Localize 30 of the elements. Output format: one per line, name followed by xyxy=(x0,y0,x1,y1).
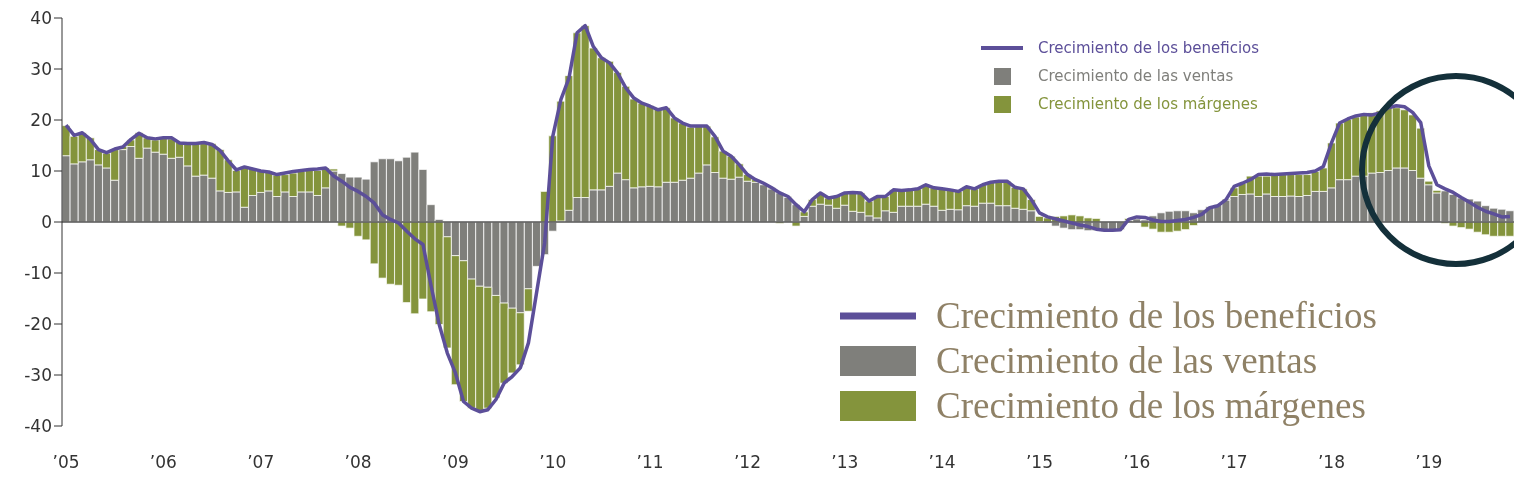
y-tick-label: -30 xyxy=(24,365,52,386)
y-tick-label: -40 xyxy=(24,416,52,437)
y-tick-label: 10 xyxy=(30,161,52,182)
text: Crecimiento de las ventas xyxy=(1038,67,1234,85)
legend-label: Crecimiento de los beneficios xyxy=(1038,38,1260,59)
x-tick-label: ’10 xyxy=(539,452,567,473)
legend-label: Crecimiento de los márgenes xyxy=(936,384,1366,428)
x-tick-label: ’09 xyxy=(441,452,469,473)
x-tick-label: ’13 xyxy=(831,452,859,473)
text: Crecimiento de los beneficios xyxy=(936,295,1377,336)
x-tick-label: ’08 xyxy=(344,452,372,473)
y-tick-label: 40 xyxy=(30,8,52,29)
y-tick-label: 30 xyxy=(30,59,52,80)
x-tick-label: ’17 xyxy=(1220,452,1248,473)
x-tick-label: ’15 xyxy=(1025,452,1053,473)
x-tick-label: ’14 xyxy=(928,452,956,473)
y-tick-label: 0 xyxy=(41,212,52,233)
x-tick-label: ’11 xyxy=(636,452,664,473)
x-tick-label: ’18 xyxy=(1317,452,1346,473)
y-tick-label: -20 xyxy=(24,314,52,335)
legend-label: Crecimiento de las ventas xyxy=(936,339,1318,383)
x-tick-label: ’16 xyxy=(1123,452,1151,473)
y-tick-label: 20 xyxy=(30,110,52,131)
x-tick-label: ’05 xyxy=(52,452,80,473)
x-tick-label: ’07 xyxy=(247,452,275,473)
x-tick-label: ’19 xyxy=(1415,452,1443,473)
text: Crecimiento de los márgenes xyxy=(1038,95,1258,113)
x-tick-label: ’12 xyxy=(733,452,761,473)
x-tick-label: ’06 xyxy=(149,452,177,473)
y-tick-label: -10 xyxy=(24,263,52,284)
